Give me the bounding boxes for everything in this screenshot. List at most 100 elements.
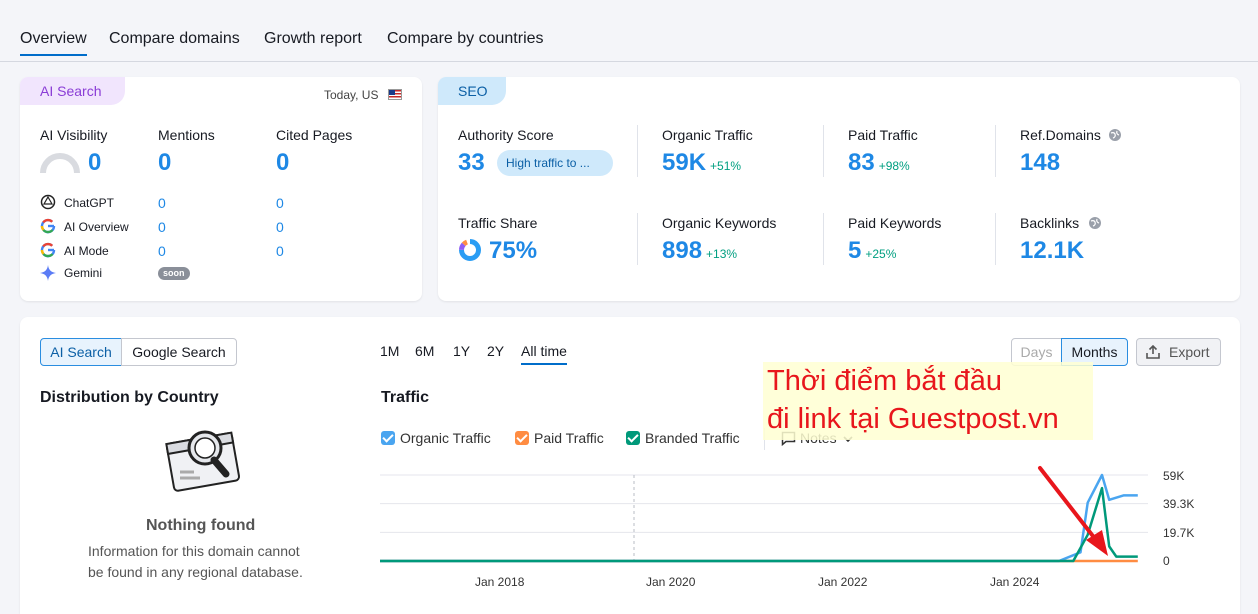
annotation-arrow-icon <box>1038 466 1108 556</box>
y-tick-label: 59K <box>1163 469 1185 483</box>
period-2y[interactable]: 2Y <box>487 343 505 359</box>
gemini-label: Gemini <box>64 266 103 280</box>
organic-traffic-delta: +51% <box>710 159 742 173</box>
top-tabs: Overview Compare domains Growth report C… <box>0 0 1258 62</box>
distribution-title: Distribution by Country <box>40 389 219 406</box>
cited-pages-value: 0 <box>276 149 290 176</box>
period-1y[interactable]: 1Y <box>453 343 471 359</box>
export-icon <box>1146 345 1160 359</box>
seo-card: SEO Authority Score 33 High traffic to .… <box>438 77 1240 301</box>
x-tick-label: Jan 2022 <box>818 575 868 589</box>
ai-overview-label: AI Overview <box>64 220 129 234</box>
magnifier-empty-icon <box>165 430 241 492</box>
traffic-title: Traffic <box>381 389 430 406</box>
tab-compare-domains[interactable]: Compare domains <box>109 30 240 47</box>
ai-mode-label: AI Mode <box>64 244 109 258</box>
organic-traffic-label: Organic Traffic <box>662 127 753 143</box>
google-icon <box>40 242 56 258</box>
ai-visibility-gauge-icon <box>40 153 80 174</box>
legend-branded-traffic[interactable]: Branded Traffic <box>626 430 740 446</box>
period-1m[interactable]: 1M <box>380 343 400 359</box>
organic-keywords-value[interactable]: 898 +13% <box>662 237 738 264</box>
nothing-found-desc-1: Information for this domain cannot <box>88 543 300 559</box>
organic-traffic-line <box>380 473 1138 563</box>
tab-compare-by-countries[interactable]: Compare by countries <box>387 30 544 47</box>
organic-traffic-value[interactable]: 59K +51% <box>662 149 742 176</box>
annotation-line-1: Thời điểm bắt đầu <box>767 365 1003 397</box>
divider <box>823 125 824 177</box>
authority-badge[interactable]: High traffic to ... <box>497 150 613 176</box>
chatgpt-label: ChatGPT <box>64 196 115 210</box>
traffic-share-value[interactable]: 75% <box>489 237 538 264</box>
google-icon <box>40 218 56 234</box>
paid-traffic-delta: +98% <box>878 159 910 173</box>
x-tick-label: Jan 2018 <box>475 575 525 589</box>
traffic-share-donut-icon <box>459 239 481 261</box>
globe-icon <box>1089 217 1101 229</box>
chatgpt-icon <box>40 194 56 210</box>
y-tick-label: 19.7K <box>1163 526 1195 540</box>
chatgpt-cited: 0 <box>276 195 284 211</box>
ai-visibility-value: 0 <box>88 149 102 176</box>
divider <box>823 213 824 265</box>
gemini-icon <box>40 265 56 281</box>
divider <box>637 125 638 177</box>
granularity-months[interactable]: Months <box>1061 338 1128 366</box>
checkbox-checked-icon <box>515 431 529 445</box>
divider <box>995 125 996 177</box>
period-6m[interactable]: 6M <box>415 343 435 359</box>
ai-overview-cited: 0 <box>276 219 284 235</box>
toggle-ai-search[interactable]: AI Search <box>40 338 122 366</box>
ai-overview-mentions: 0 <box>158 219 166 235</box>
ref-domains-value[interactable]: 148 <box>1020 149 1061 176</box>
paid-keywords-label: Paid Keywords <box>848 215 942 231</box>
us-flag-icon <box>388 89 402 100</box>
backlinks-value[interactable]: 12.1K <box>1020 237 1085 264</box>
authority-score-value[interactable]: 33 <box>458 149 485 176</box>
paid-traffic-value[interactable]: 83 +98% <box>848 149 910 176</box>
divider <box>637 213 638 265</box>
ai-mode-mentions: 0 <box>158 243 166 259</box>
nothing-found-desc-2: be found in any regional database. <box>88 564 303 580</box>
paid-traffic-label: Paid Traffic <box>848 127 918 143</box>
seo-header: SEO <box>438 77 506 105</box>
x-tick-label: Jan 2020 <box>646 575 696 589</box>
cited-pages-label: Cited Pages <box>276 127 353 143</box>
organic-keywords-label: Organic Keywords <box>662 215 777 231</box>
checkbox-checked-icon <box>381 431 395 445</box>
export-button[interactable]: Export <box>1136 338 1221 366</box>
organic-keywords-delta: +13% <box>706 247 738 261</box>
y-tick-label: 39.3K <box>1163 497 1195 511</box>
ai-search-header: AI Search <box>20 77 125 105</box>
legend-organic-traffic[interactable]: Organic Traffic <box>381 430 491 446</box>
branded-traffic-line <box>380 486 1138 563</box>
globe-icon <box>1109 129 1121 141</box>
checkbox-checked-icon <box>626 431 640 445</box>
chatgpt-mentions: 0 <box>158 195 166 211</box>
ai-date-label: Today, US <box>324 88 379 102</box>
ref-domains-label: Ref.Domains <box>1020 127 1101 143</box>
paid-keywords-value[interactable]: 5 +25% <box>848 237 897 264</box>
nothing-found-title: Nothing found <box>146 517 256 534</box>
ai-visibility-label: AI Visibility <box>40 127 108 143</box>
soon-badge: soon <box>158 267 190 280</box>
mentions-value: 0 <box>158 149 172 176</box>
y-tick-label: 0 <box>1163 554 1170 568</box>
tab-growth-report[interactable]: Growth report <box>264 30 362 47</box>
authority-score-label: Authority Score <box>458 127 554 143</box>
toggle-google-search[interactable]: Google Search <box>121 338 237 366</box>
ai-search-card: AI Search Today, US AI Visibility 0 Ment… <box>20 77 422 301</box>
divider <box>995 213 996 265</box>
ai-mode-cited: 0 <box>276 243 284 259</box>
legend-paid-traffic[interactable]: Paid Traffic <box>515 430 604 446</box>
granularity-days[interactable]: Days <box>1011 338 1062 366</box>
paid-keywords-delta: +25% <box>865 247 897 261</box>
annotation-callout: Thời điểm bắt đầu đi link tại Guestpost.… <box>763 362 1093 440</box>
export-label: Export <box>1169 344 1210 360</box>
x-tick-label: Jan 2024 <box>990 575 1040 589</box>
traffic-chart <box>380 473 1148 563</box>
period-all-time[interactable]: All time <box>521 343 567 365</box>
traffic-share-label: Traffic Share <box>458 215 538 231</box>
tab-overview[interactable]: Overview <box>20 30 87 56</box>
annotation-line-2: đi link tại Guestpost.vn <box>767 403 1059 435</box>
